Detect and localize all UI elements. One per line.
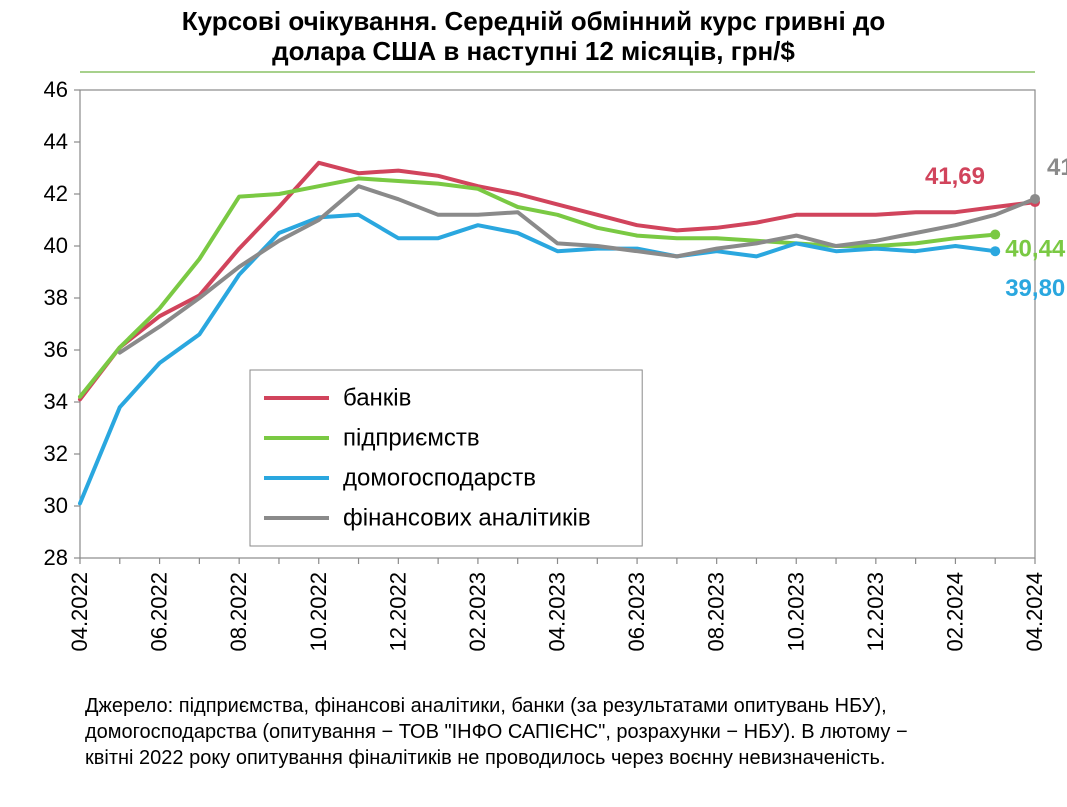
y-tick-label: 46 xyxy=(44,77,68,102)
x-tick-label: 06.2022 xyxy=(147,572,172,652)
line-chart-svg: Курсові очікування. Середній обмінний ку… xyxy=(0,0,1067,807)
x-tick-label: 12.2022 xyxy=(385,572,410,652)
x-tick-label: 04.2024 xyxy=(1022,572,1047,652)
y-tick-label: 36 xyxy=(44,337,68,362)
x-tick-label: 08.2023 xyxy=(704,572,729,652)
y-tick-label: 40 xyxy=(44,233,68,258)
legend-label-enterprises: підприємств xyxy=(343,424,480,451)
source-line: квітні 2022 року опитування фіналітиків … xyxy=(85,747,885,769)
x-tick-label: 04.2022 xyxy=(67,572,92,652)
x-tick-label: 02.2023 xyxy=(465,572,490,652)
legend-label-analysts: фінансових аналітиків xyxy=(343,504,591,531)
y-tick-label: 28 xyxy=(44,545,68,570)
series-end-label-enterprises: 40,44 xyxy=(1005,236,1066,263)
chart-title-line: Курсові очікування. Середній обмінний ку… xyxy=(182,6,886,36)
series-end-label-analysts: 41,81 xyxy=(1047,154,1067,181)
chart-title: Курсові очікування. Середній обмінний ку… xyxy=(182,6,886,66)
x-tick-label: 08.2022 xyxy=(226,572,251,652)
legend: банків підприємств домогосподарств фінансов… xyxy=(250,370,642,546)
source-note: Джерело: підприємства, фінансові аналіти… xyxy=(85,695,908,769)
source-line: домогосподарства (опитування − ТОВ "ІНФО… xyxy=(85,721,908,743)
x-tick-label: 02.2024 xyxy=(942,572,967,652)
series-end-label-banks: 41,69 xyxy=(925,163,985,190)
x-tick-label: 10.2022 xyxy=(306,572,331,652)
legend-label-households: домогосподарств xyxy=(343,464,536,491)
series-end-label-households: 39,80 xyxy=(1005,275,1065,302)
chart-container: Курсові очікування. Середній обмінний ку… xyxy=(0,0,1067,807)
x-tick-label: 06.2023 xyxy=(624,572,649,652)
x-tick-label: 10.2023 xyxy=(783,572,808,652)
chart-title-line: долара США в наступні 12 місяців, грн/$ xyxy=(272,36,795,66)
y-tick-label: 44 xyxy=(44,129,68,154)
series-end-marker-enterprises xyxy=(990,230,1000,240)
x-tick-label: 04.2023 xyxy=(545,572,570,652)
y-tick-label: 38 xyxy=(44,285,68,310)
y-tick-label: 32 xyxy=(44,441,68,466)
y-tick-label: 30 xyxy=(44,493,68,518)
series-end-marker-households xyxy=(990,246,1000,256)
series-end-marker-analysts xyxy=(1030,194,1040,204)
x-tick-label: 12.2023 xyxy=(863,572,888,652)
source-line: Джерело: підприємства, фінансові аналіти… xyxy=(85,695,887,717)
series-line-enterprises xyxy=(80,178,995,396)
legend-label-banks: банків xyxy=(343,384,411,411)
y-tick-label: 42 xyxy=(44,181,68,206)
y-tick-label: 34 xyxy=(44,389,68,414)
